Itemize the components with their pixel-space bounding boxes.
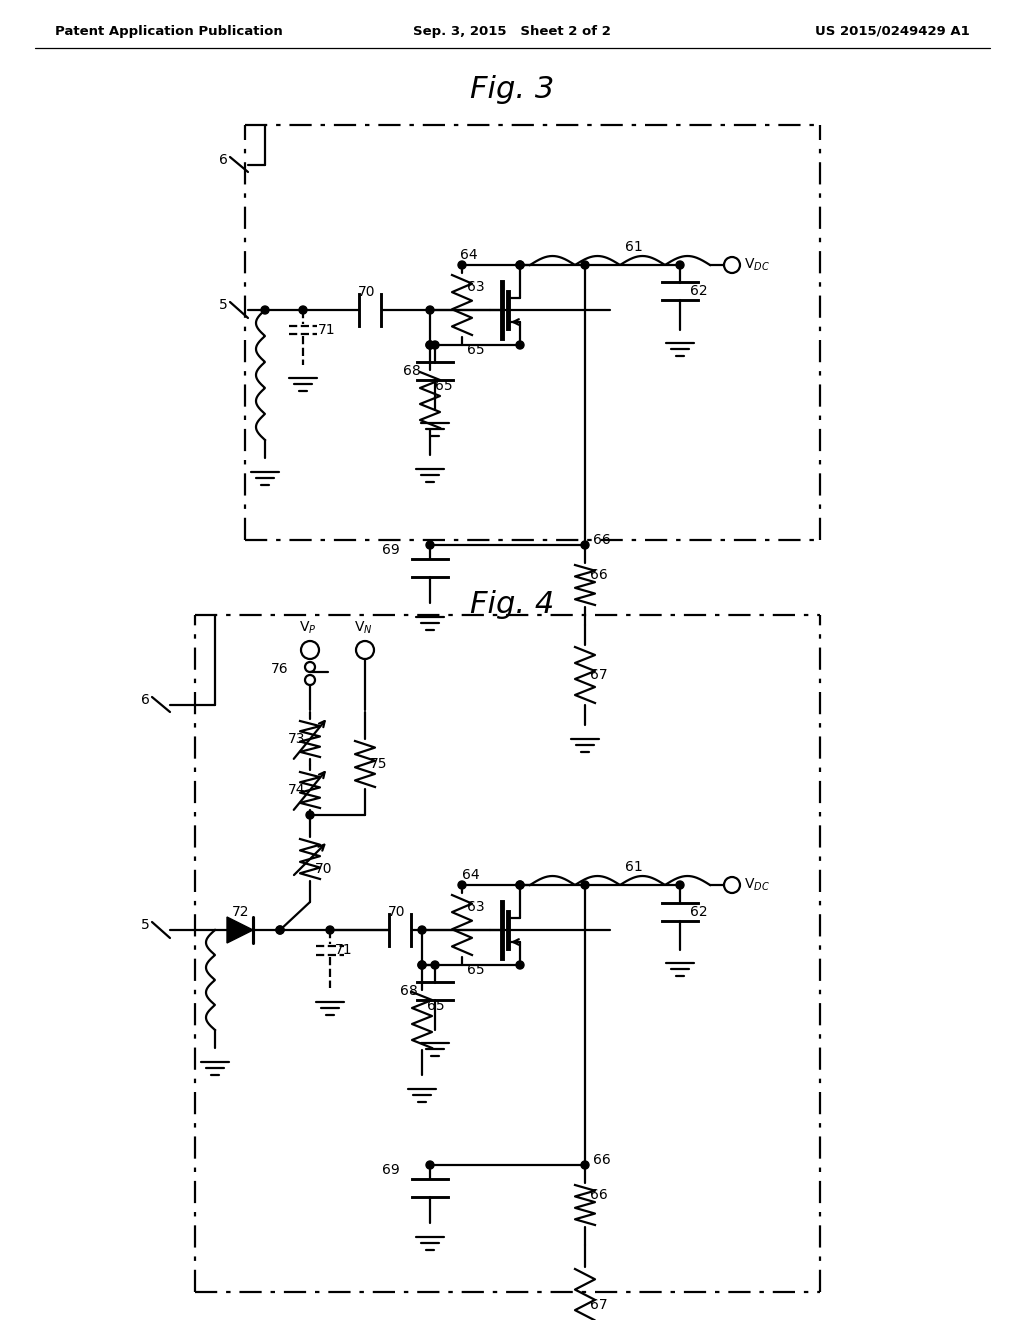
Text: 65: 65 — [435, 379, 453, 393]
Circle shape — [516, 341, 524, 348]
Text: 63: 63 — [467, 900, 484, 913]
Text: 61: 61 — [625, 861, 643, 874]
Text: 65: 65 — [467, 964, 485, 977]
Text: Fig. 3: Fig. 3 — [470, 75, 554, 104]
Text: 62: 62 — [690, 284, 708, 298]
Text: 62: 62 — [690, 906, 708, 919]
Text: 69: 69 — [382, 543, 400, 557]
Text: 67: 67 — [590, 668, 607, 682]
Circle shape — [276, 927, 284, 935]
Text: 64: 64 — [460, 248, 477, 261]
Text: 6: 6 — [141, 693, 150, 708]
Text: US 2015/0249429 A1: US 2015/0249429 A1 — [815, 25, 970, 38]
Text: 66: 66 — [593, 1152, 610, 1167]
Text: 69: 69 — [382, 1163, 400, 1177]
Text: Sep. 3, 2015   Sheet 2 of 2: Sep. 3, 2015 Sheet 2 of 2 — [413, 25, 611, 38]
Circle shape — [426, 1162, 434, 1170]
Circle shape — [676, 261, 684, 269]
Text: 70: 70 — [388, 906, 406, 919]
Circle shape — [581, 541, 589, 549]
Circle shape — [581, 880, 589, 888]
Circle shape — [418, 961, 426, 969]
Text: 66: 66 — [590, 568, 608, 582]
Text: 71: 71 — [335, 942, 352, 957]
Circle shape — [516, 261, 524, 269]
Circle shape — [418, 961, 426, 969]
Text: 71: 71 — [318, 323, 336, 337]
Text: 76: 76 — [270, 663, 288, 676]
Text: 66: 66 — [593, 533, 610, 546]
Polygon shape — [227, 917, 253, 942]
Text: 64: 64 — [462, 869, 479, 882]
Circle shape — [676, 880, 684, 888]
Text: V$_P$: V$_P$ — [299, 620, 316, 636]
Text: 63: 63 — [467, 280, 484, 294]
Text: 68: 68 — [403, 364, 421, 378]
Circle shape — [426, 341, 434, 348]
Text: 67: 67 — [590, 1298, 607, 1312]
Text: Fig. 4: Fig. 4 — [470, 590, 554, 619]
Circle shape — [431, 961, 439, 969]
Circle shape — [516, 961, 524, 969]
Text: 5: 5 — [141, 917, 150, 932]
Text: 65: 65 — [427, 999, 444, 1012]
Text: 74: 74 — [288, 783, 305, 797]
Circle shape — [581, 261, 589, 269]
Circle shape — [426, 341, 434, 348]
Circle shape — [261, 306, 269, 314]
Text: 70: 70 — [358, 285, 376, 300]
Circle shape — [426, 541, 434, 549]
Circle shape — [299, 306, 307, 314]
Text: 72: 72 — [232, 906, 250, 919]
Text: Patent Application Publication: Patent Application Publication — [55, 25, 283, 38]
Circle shape — [426, 306, 434, 314]
Circle shape — [431, 341, 439, 348]
Text: 6: 6 — [219, 153, 228, 168]
Circle shape — [458, 261, 466, 269]
Text: 75: 75 — [370, 756, 387, 771]
Text: 73: 73 — [288, 733, 305, 746]
Text: 61: 61 — [625, 240, 643, 253]
Circle shape — [276, 927, 284, 935]
Text: V$_{DC}$: V$_{DC}$ — [744, 257, 770, 273]
Circle shape — [326, 927, 334, 935]
Text: 70: 70 — [315, 862, 333, 876]
Circle shape — [516, 880, 524, 888]
Text: V$_N$: V$_N$ — [353, 620, 373, 636]
Text: V$_{DC}$: V$_{DC}$ — [744, 876, 770, 894]
Circle shape — [458, 880, 466, 888]
Text: 68: 68 — [400, 983, 418, 998]
Circle shape — [516, 261, 524, 269]
Circle shape — [516, 880, 524, 888]
Text: 65: 65 — [467, 343, 485, 356]
Circle shape — [581, 1162, 589, 1170]
Circle shape — [306, 810, 314, 818]
Text: 66: 66 — [590, 1188, 608, 1203]
Circle shape — [418, 927, 426, 935]
Text: 5: 5 — [219, 298, 228, 312]
